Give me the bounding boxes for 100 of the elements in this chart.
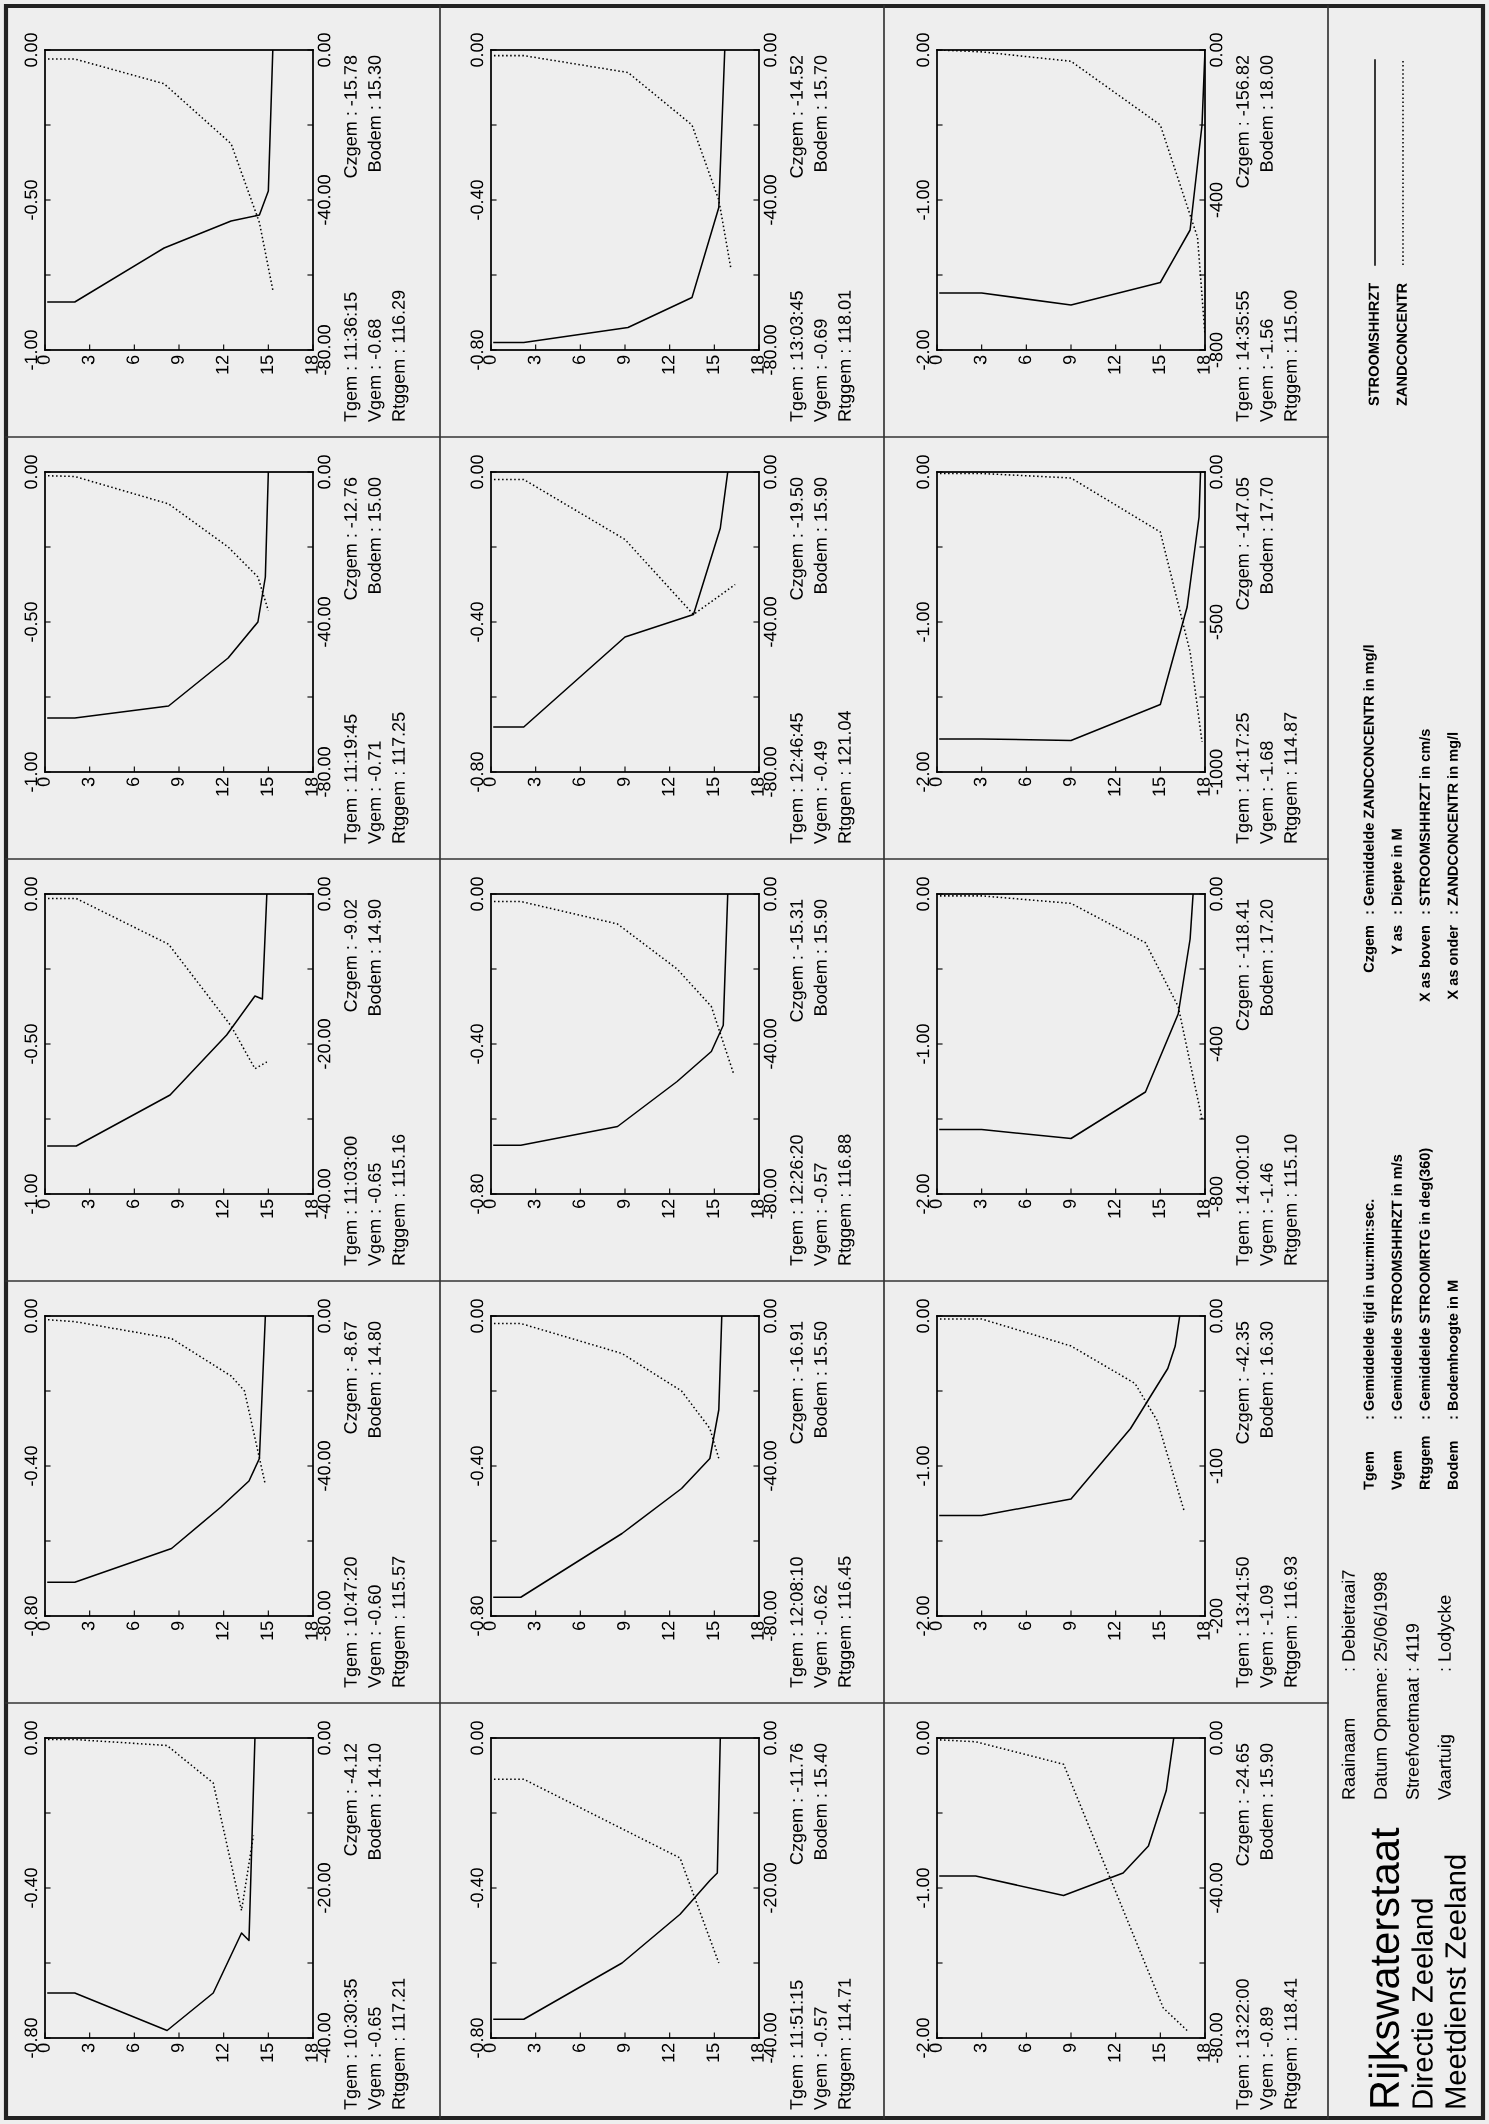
x-tick-label: 12 [1107,1199,1121,1218]
x-tick-label: 9 [617,1199,630,1209]
y2-tick-label: 0.00 [317,455,331,489]
x-tick-label: 6 [126,1621,140,1630]
x-tick-label: 15 [1152,1199,1166,1218]
text: Tgem : 11:19:45 [344,714,361,844]
text: Rtggem : 116.45 [838,1556,855,1687]
x-tick-label: 18 [751,2043,764,2062]
y-tick-label: 0.00 [916,1721,930,1755]
text: Tgem : 13:41:50 [1236,1557,1253,1688]
text: Vaartuig [1437,1735,1455,1800]
x-tick-label: 9 [617,2043,630,2053]
x-tick-label: 6 [572,355,586,364]
text: Vgem : -0.68 [368,319,385,422]
text: Tgem [1363,1452,1377,1490]
text: Tgem : 14:00:10 [1236,1135,1253,1266]
text: Vgem [1391,1451,1405,1490]
text: Rtggem : 114.71 [838,1978,855,2109]
y-tick-label: 0.00 [24,1299,38,1333]
x-tick-label: 3 [81,2043,95,2053]
text: Vgem : -0.65 [368,2007,385,2110]
text: Rtggem : 115.00 [1284,290,1301,421]
x-tick-label: 15 [260,1621,274,1640]
x-tick-label: 18 [1197,1199,1210,1218]
text: : Lodycke [1437,1595,1455,1671]
text: Rtggem : 114.87 [1284,712,1301,843]
y2-tick-label: -40.00 [763,597,777,647]
text: Tgem : 14:17:25 [1236,713,1253,844]
x-tick-label: 3 [973,777,987,787]
text: Raainaam [1341,1718,1355,1799]
x-tick-label: 12 [215,1621,229,1640]
text: Czgem : -147.05 [1236,477,1253,610]
y2-tick-label: -500 [1209,604,1223,640]
x-tick-label: 12 [1107,1621,1121,1640]
x-tick-label: 12 [215,355,229,374]
x-tick-label: 18 [305,2043,318,2062]
x-tick-label: 12 [661,355,675,374]
y-tick-label: -1.00 [24,330,38,370]
x-tick-label: 0 [483,1199,496,1209]
text: Meetdienst Zeeland [1444,1855,1466,2108]
y-tick-label: -2.00 [916,2018,930,2058]
text: Tgem : 13:03:45 [790,291,807,422]
x-tick-label: 6 [572,1199,586,1208]
text: Vgem : -1.56 [1260,319,1277,422]
x-tick-label: 0 [929,355,942,365]
x-tick-label: 0 [37,1199,50,1209]
y2-tick-label: -40.00 [317,597,331,647]
y-tick-label: -1.00 [916,1024,930,1064]
y-tick-label: -0.80 [470,330,484,370]
y2-tick-label: 0.00 [763,1721,777,1755]
y2-tick-label: -80.00 [317,325,331,375]
y-tick-label: -0.40 [470,1024,484,1064]
y-tick-label: -0.50 [24,602,38,642]
x-tick-label: 3 [527,1621,541,1631]
text: Bodem : 15.00 [367,477,381,593]
x-tick-label: 6 [126,2043,140,2052]
text: Bodem [1447,1441,1458,1490]
x-tick-label: 0 [37,777,50,787]
text: Rtggem : 115.10 [1284,1134,1301,1265]
text: Czgem : -15.31 [790,899,807,1022]
y-tick-label: -0.50 [24,180,38,220]
x-tick-label: 3 [973,2043,987,2053]
y2-tick-label: -40.00 [317,175,331,225]
y-tick-label: -0.80 [470,1174,484,1214]
text: Bodem : 15.50 [813,1321,827,1437]
text: Vgem : -0.57 [814,2007,831,2110]
text: Vgem : -0.57 [814,1163,831,1266]
x-tick-label: 6 [1018,2043,1032,2052]
text: Czgem : -118.41 [1236,899,1253,1031]
x-tick-label: 12 [661,1199,675,1218]
text: Bodem : 17.20 [1259,899,1273,1015]
x-tick-label: 0 [483,777,496,787]
text: Directie Zeeland [1411,1899,1433,2108]
text: Czgem : -16.91 [790,1321,807,1444]
y2-tick-label: 0.00 [1209,33,1223,67]
x-tick-label: 18 [751,355,764,374]
text: Tgem : 10:47:20 [344,1557,361,1688]
x-tick-label: 3 [973,1621,987,1631]
y-tick-label: -0.80 [24,1596,38,1636]
x-tick-label: 12 [661,2043,675,2062]
text: Vgem : -1.46 [1260,1163,1277,1266]
x-tick-label: 9 [617,777,630,787]
text: X as boven [1419,925,1430,1002]
x-tick-label: 3 [527,777,541,787]
x-tick-label: 9 [1063,1621,1076,1631]
text: Bodem : 14.10 [367,1743,381,1859]
y-tick-label: -1.00 [916,1446,930,1486]
y2-tick-label: -40.00 [317,1441,331,1491]
x-tick-label: 18 [751,1199,764,1218]
text: Bodem : 15.90 [813,477,827,593]
x-tick-label: 3 [973,355,987,365]
y2-tick-label: -800 [1209,332,1223,368]
text: Czgem : -12.76 [344,477,361,600]
text: X as onder [1447,925,1458,1000]
text: Rtggem : 118.01 [838,290,855,421]
y2-tick-label: -100 [1209,1448,1223,1484]
text: Bodem : 14.80 [367,1321,381,1437]
y-tick-label: -1.00 [916,1868,930,1908]
text: : Bodemhoogte in M [1447,1280,1461,1419]
x-tick-label: 6 [126,355,140,364]
